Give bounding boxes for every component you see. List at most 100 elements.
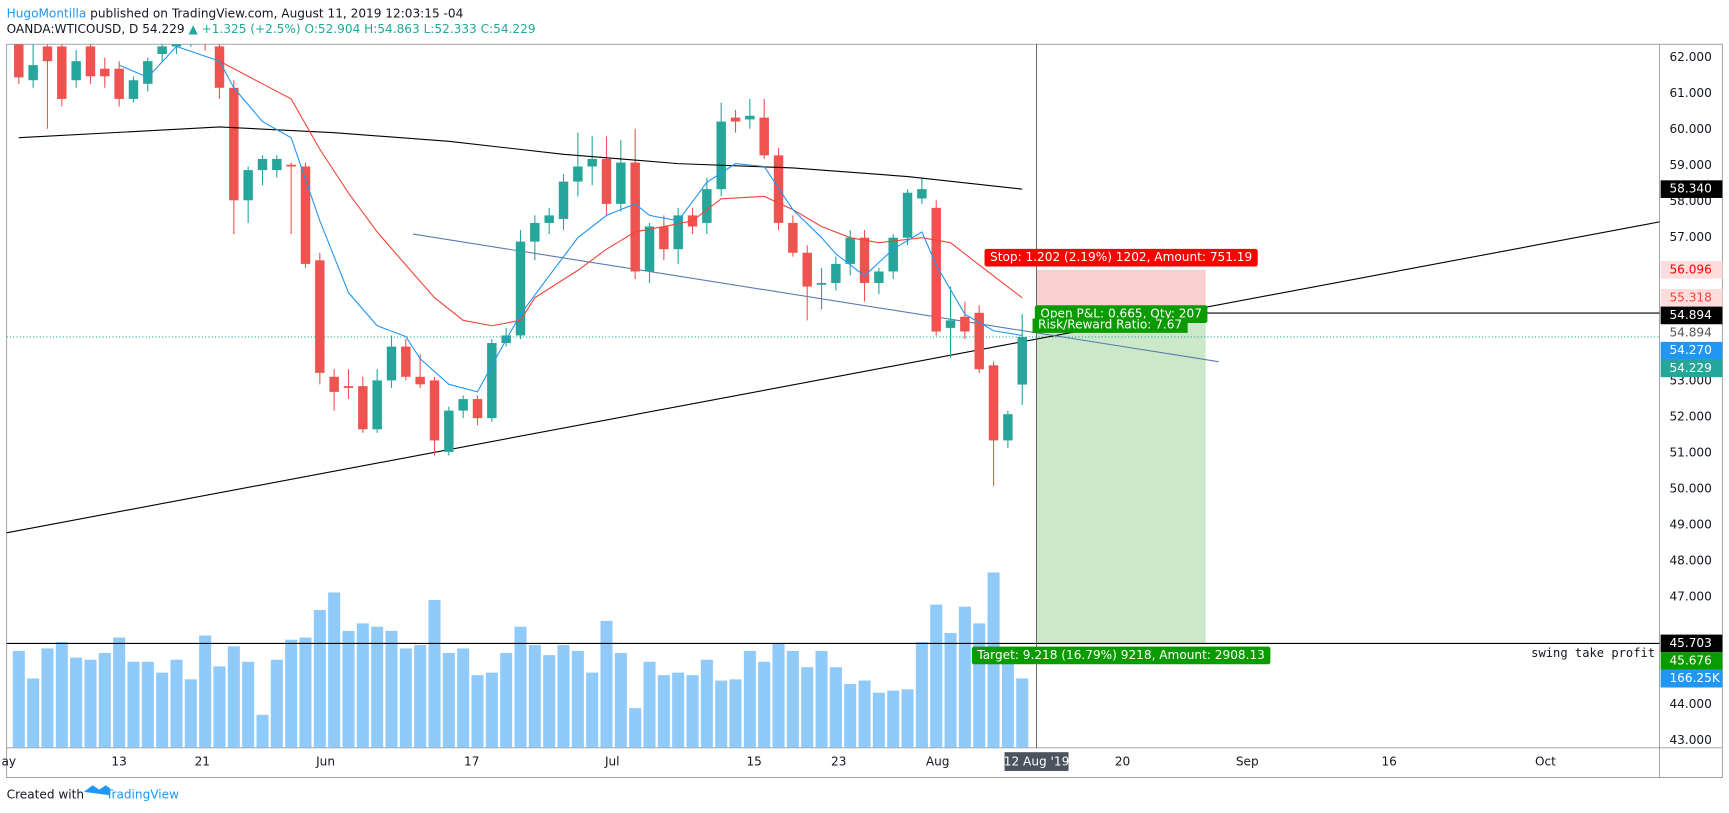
x-tick-label: Oct: [1535, 755, 1556, 769]
candle-body: [558, 181, 569, 219]
volume-bar: [156, 672, 169, 748]
ohlc: L:52.333: [424, 21, 477, 35]
candle-body: [372, 380, 382, 430]
x-tick-label: 13: [111, 755, 126, 769]
volume-bar: [457, 648, 470, 748]
price-label: 56.096: [1669, 262, 1711, 276]
legend-line: OANDA:WTICOUSD, D 54.229 ▲ +1.325 (+2.5%…: [7, 21, 536, 35]
volume-bar: [528, 645, 541, 748]
candle-body: [415, 376, 425, 385]
volume-bar: [915, 642, 928, 748]
volume-bar: [930, 604, 943, 748]
candle-body: [644, 226, 655, 272]
x-tick-label: Jul: [604, 755, 620, 769]
candle-body: [286, 164, 296, 167]
candle-body: [859, 237, 870, 283]
candle-body: [730, 117, 741, 122]
price-label-bg: [1660, 260, 1723, 279]
price-label-bg: [1660, 634, 1723, 653]
y-tick-label: 47.000: [1669, 589, 1711, 603]
volume-bar: [1001, 659, 1014, 748]
plot: [6, 44, 1660, 748]
price-label-bg: [1660, 180, 1723, 198]
volume-bar: [55, 642, 68, 748]
candle-body: [243, 170, 253, 201]
volume-bar: [299, 637, 312, 748]
volume-bar: [543, 655, 556, 748]
candle-body: [702, 189, 712, 223]
candle-body: [630, 162, 640, 272]
volume-bar: [801, 667, 814, 748]
volume-bar: [328, 592, 341, 748]
volume-bar: [12, 650, 25, 748]
x-tick-label: Jun: [315, 755, 335, 769]
candle-body: [28, 65, 38, 81]
volume-bar: [514, 626, 527, 748]
candle-body: [716, 121, 726, 190]
volume-bar: [1016, 678, 1029, 748]
candle-body: [100, 68, 110, 77]
target-text: Target: 9.218 (16.79%) 9218, Amount: 290…: [976, 648, 1264, 662]
published: published on TradingView.com, August 11,…: [90, 6, 463, 20]
volume-bar: [385, 630, 398, 748]
candle-body: [974, 312, 984, 370]
volume-bar: [729, 679, 742, 748]
volume-bar: [471, 675, 484, 748]
x-tick-label: 23: [831, 755, 846, 769]
volume-bar: [772, 643, 785, 748]
stop-text-bg: [984, 248, 1258, 267]
y-tick-label: 48.000: [1669, 553, 1711, 567]
volume-bar: [442, 653, 455, 748]
rr-text: Risk/Reward Ratio: 7.67: [1038, 318, 1182, 332]
volume-bar: [285, 639, 298, 748]
candle-body: [329, 376, 339, 392]
trendline: [6, 221, 1660, 534]
y-tick-label: 52.000: [1669, 410, 1711, 424]
candle-body: [845, 237, 855, 264]
candle-body: [401, 346, 411, 377]
volume-bar: [758, 661, 771, 748]
candle-body: [343, 386, 354, 388]
candle-body: [444, 410, 454, 452]
volume-bar: [858, 680, 871, 748]
candle-body: [530, 222, 540, 242]
volume-bar: [485, 672, 498, 748]
candle-body: [573, 166, 583, 182]
volume-bar: [786, 650, 799, 748]
candle-body: [902, 192, 913, 238]
trendline: [412, 233, 1219, 363]
candle-body: [157, 46, 167, 54]
candle-body: [171, 44, 182, 47]
x-tick-label: ay: [1, 755, 16, 769]
volume-bar: [184, 679, 197, 748]
volume-bar: [958, 606, 971, 748]
candle-body: [945, 320, 956, 328]
candle-body: [544, 215, 554, 223]
volume-bar: [113, 637, 126, 748]
x-tick-label: 16: [1381, 755, 1396, 769]
price-label-bg: [1660, 341, 1723, 360]
header-line: HugoMontilla published on TradingView.co…: [7, 6, 464, 20]
x-tick-label: 15: [746, 755, 761, 769]
stop-text: Stop: 1.202 (2.19%) 1202, Amount: 751.19: [990, 250, 1252, 264]
volume-bar: [700, 659, 713, 748]
price-label-bg: [1660, 288, 1723, 307]
candle-body: [1003, 414, 1013, 441]
candle-body: [358, 386, 368, 430]
price-label-bg: [1660, 306, 1723, 325]
volume-bar: [643, 661, 656, 748]
volume-bar: [815, 650, 828, 748]
price-label-bg: [1660, 652, 1723, 670]
volume-bar: [242, 661, 255, 748]
x-tick-label: Aug: [926, 755, 950, 769]
last-price: 54.229: [142, 21, 184, 35]
candle-body: [988, 365, 999, 441]
volume-bar: [872, 692, 885, 748]
crosshair-x-label: 12 Aug '19: [1004, 755, 1069, 769]
y-tick-label: 61.000: [1669, 86, 1711, 100]
candle-body: [14, 44, 24, 78]
candle-body: [773, 155, 784, 223]
price-label: 166.25K: [1669, 671, 1720, 685]
